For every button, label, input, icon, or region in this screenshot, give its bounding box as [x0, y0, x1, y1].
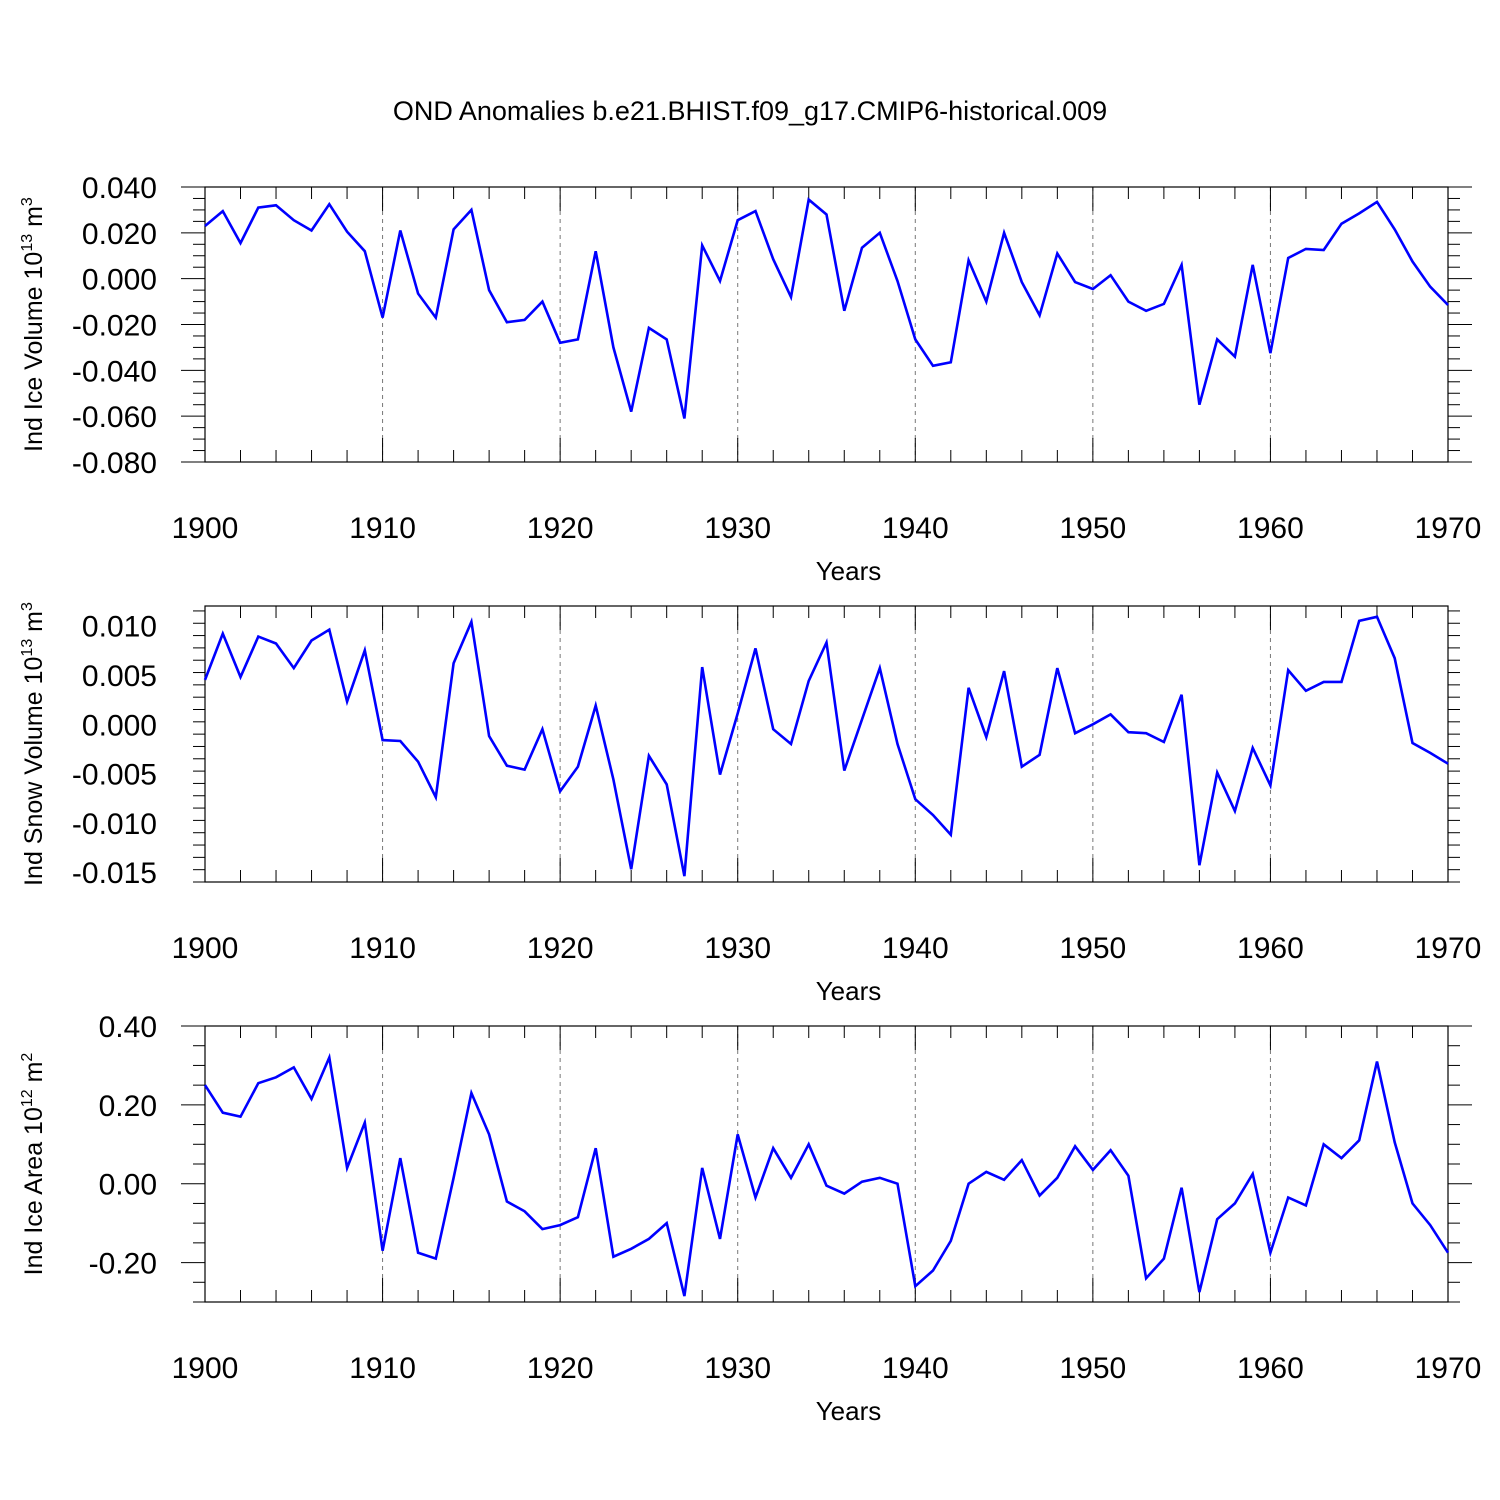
x-tick-label: 1930	[704, 932, 771, 965]
x-tick-label: 1900	[172, 932, 239, 965]
y-tick-label: 0.20	[99, 1090, 157, 1123]
x-tick-label: 1960	[1237, 1352, 1304, 1385]
series-line-ind-ice-volume	[204, 197, 1449, 419]
y-axis-label: Ind Ice Volume 1013 m3	[19, 197, 48, 452]
y-tick-label: 0.40	[99, 1011, 157, 1044]
chart-panel-2: 0.010 0.005 0.000 -0.005 -0.010 -0.015 1900 191…	[19, 602, 1481, 1006]
x-tick-label: 1950	[1059, 1352, 1126, 1385]
y-tick-label: -0.010	[72, 808, 157, 841]
x-tick-label: 1960	[1237, 932, 1304, 965]
y-tick-label: -0.005	[72, 759, 157, 792]
x-tick-label: 1970	[1415, 512, 1482, 545]
x-tick-label: 1970	[1415, 1352, 1482, 1385]
x-tick-label: 1920	[527, 1352, 594, 1385]
x-tick-label: 1940	[882, 932, 949, 965]
y-tick-label: 0.000	[82, 709, 157, 742]
x-tick-label: 1910	[349, 512, 416, 545]
y-tick-label: 0.010	[82, 611, 157, 644]
x-tick-label: 1910	[349, 932, 416, 965]
chart-panel-3: 0.40 0.20 0.00 -0.20 1900 1910 1920 1930 1940 195…	[19, 1011, 1481, 1426]
x-axis-label: Years	[816, 976, 882, 1006]
x-tick-label: 1940	[882, 1352, 949, 1385]
chart-title: OND Anomalies b.e21.BHIST.f09_g17.CMIP6-…	[392, 96, 1108, 126]
y-tick-label: -0.015	[72, 857, 157, 890]
y-tick-label: 0.005	[82, 660, 157, 693]
x-tick-label: 1910	[349, 1352, 416, 1385]
plot-frame	[204, 1025, 1449, 1303]
y-tick-label: 0.00	[99, 1169, 157, 1202]
x-tick-label: 1930	[704, 1352, 771, 1385]
y-axis-label: Ind Snow Volume 1013 m3	[19, 602, 48, 886]
y-tick-label: 0.040	[82, 172, 157, 205]
x-tick-label: 1920	[527, 512, 594, 545]
plot-frame	[204, 605, 1449, 883]
series-line-ind-snow-volume	[203, 615, 1449, 877]
x-tick-label: 1940	[882, 512, 949, 545]
series-line-ind-ice-area	[203, 1052, 1450, 1297]
x-tick-label: 1950	[1059, 512, 1126, 545]
x-tick-label: 1950	[1059, 932, 1126, 965]
chart-panel-1: 0.040 0.020 0.000 -0.020 -0.040 -0.060 -0.080 1…	[19, 172, 1481, 586]
x-tick-label: 1930	[704, 512, 771, 545]
y-tick-label: -0.040	[72, 355, 157, 388]
y-tick-label: 0.020	[82, 218, 157, 251]
y-tick-label: 0.000	[82, 264, 157, 297]
y-tick-label: -0.080	[72, 447, 157, 480]
x-axis-label: Years	[816, 556, 882, 586]
plot-frame	[204, 186, 1449, 463]
x-tick-label: 1900	[172, 1352, 239, 1385]
y-axis-label: Ind Ice Area 1012 m2	[19, 1053, 48, 1276]
y-tick-label: -0.020	[72, 310, 157, 343]
y-tick-label: -0.060	[72, 401, 157, 434]
x-tick-label: 1960	[1237, 512, 1304, 545]
x-tick-label: 1900	[172, 512, 239, 545]
x-tick-label: 1970	[1415, 932, 1482, 965]
x-axis-label: Years	[816, 1396, 882, 1426]
y-tick-label: -0.20	[89, 1248, 157, 1281]
x-tick-label: 1920	[527, 932, 594, 965]
